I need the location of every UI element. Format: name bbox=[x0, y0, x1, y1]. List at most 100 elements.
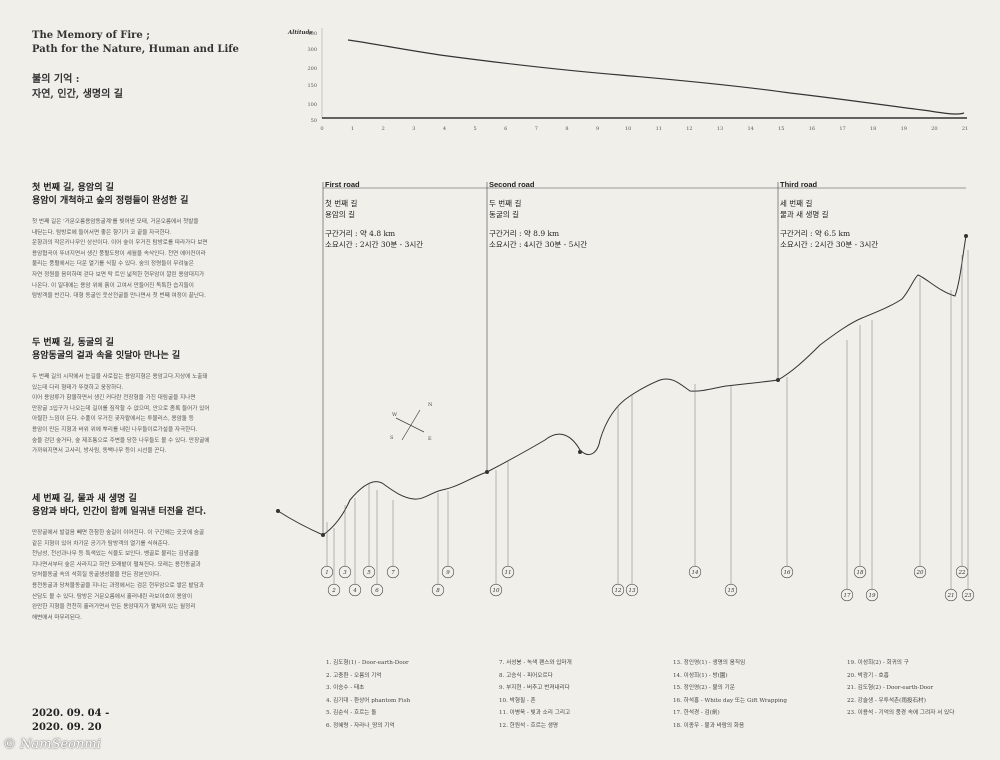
body-line: 있는데 다리 형태가 뚜렷하고 웅장하다. bbox=[32, 384, 124, 391]
marker-number: 7 bbox=[391, 570, 395, 576]
road-name-sub: 동굴의 길 bbox=[489, 210, 519, 219]
x-tick: 14 bbox=[748, 126, 754, 132]
title-en-line2: Path for the Nature, Human and Life bbox=[32, 44, 239, 55]
marker-number: 12 bbox=[615, 588, 622, 594]
marker-number: 17 bbox=[844, 593, 851, 599]
road-label: Second road bbox=[489, 180, 535, 189]
body-line: 두 번째 길의 시작에서 눈길을 사로잡는 용암지형은 용암고다.지상에 노출돼 bbox=[32, 374, 208, 380]
compass-s: S bbox=[390, 435, 394, 441]
x-tick: 11 bbox=[656, 126, 662, 132]
road-distance: 구간거리 : 약 8.9 km bbox=[489, 229, 560, 238]
legend-column-1: 1. 김도형(1) - Door-earth-Door 2. 고충환 - 오름의… bbox=[326, 657, 494, 733]
marker-number: 2 bbox=[331, 588, 336, 594]
compass-w: W bbox=[392, 412, 398, 418]
x-tick: 18 bbox=[870, 126, 876, 132]
marker-number: 19 bbox=[869, 593, 876, 599]
legend-item: 14. 이성희(1) - 방(園) bbox=[673, 672, 728, 679]
route-dot bbox=[578, 450, 582, 454]
legend-item: 8. 고승식 - 피어오르다 bbox=[499, 672, 553, 679]
body-line: 만장굴 3입구가 나오는데 길이를 짐작할 수 없으며, 안으로 좀록 들어가 … bbox=[32, 405, 210, 412]
marker-circle bbox=[320, 565, 334, 579]
legend-item: 12. 한원석 - 흐르는 생명 bbox=[499, 722, 559, 729]
legend-column-4: 19. 이성희(2) - 회귀의 구 20. 박광기 - 호흡 21. 김도형(… bbox=[847, 657, 995, 720]
route-path bbox=[277, 235, 967, 536]
road-name: 첫 번째 길 bbox=[325, 199, 358, 208]
title-korean: 불의 기억 : 자연, 인간, 생명의 길 bbox=[32, 72, 252, 102]
marker-circle bbox=[441, 565, 455, 579]
section-body: 두 번째 길의 시작에서 눈길을 사로잡는 용암지형은 용암고다.지상에 노출돼… bbox=[32, 372, 264, 457]
road-time: 소요시간 : 2시간 30분 - 3시간 bbox=[325, 240, 424, 249]
x-tick: 10 bbox=[625, 126, 631, 132]
road-name-sub: 용암의 길 bbox=[325, 210, 355, 219]
watermark: © NamSeonmi bbox=[3, 737, 101, 752]
x-tick: 2 bbox=[382, 126, 385, 132]
section-body: 만장굴에서 발걸음 빼면 한참한 숲길이 이어진다. 이 구간에는 곳곳에 숨골… bbox=[32, 528, 264, 623]
marker-number: 9 bbox=[446, 570, 450, 576]
marker-circle bbox=[338, 565, 352, 579]
legend-item: 1. 김도형(1) - Door-earth-Door bbox=[326, 660, 409, 666]
marker-circle bbox=[944, 588, 958, 602]
body-line: 나온다. 이 일대에는 용암 위에 흙이 고여서 만들어진 독특한 습지들이 bbox=[32, 282, 194, 289]
body-line: 만장굴에서 발걸음 빼면 한참한 숲길이 이어진다. 이 구간에는 곳곳에 숨골 bbox=[32, 530, 205, 536]
y-tick: 200 bbox=[307, 66, 317, 72]
road-distance: 구간거리 : 약 4.8 km bbox=[325, 229, 396, 238]
legend-item: 5. 김순식 - 흐르는 돌 bbox=[326, 710, 377, 717]
marker-circle bbox=[348, 583, 362, 597]
compass-n: N bbox=[428, 402, 433, 408]
y-tick: 150 bbox=[307, 83, 317, 89]
road-time: 소요시간 : 2시간 30분 - 3시간 bbox=[780, 240, 879, 249]
legend-column-3: 13. 정인영(1) - 생명의 움직임 14. 이성희(1) - 방(園) 1… bbox=[673, 657, 841, 733]
body-line: 가까워지면서 고사리, 방사림, 동백나무 등이 시선을 끈다. bbox=[32, 448, 167, 455]
marker-circle bbox=[362, 565, 376, 579]
marker-number: 18 bbox=[857, 570, 864, 576]
x-tick: 20 bbox=[931, 126, 937, 132]
body-line: 지나면서부터 숲은 사라지고 하얀 모래밭이 펼쳐진다. 모래는 용천동굴과 bbox=[32, 561, 201, 568]
title-ko-line1: 불의 기억 : bbox=[32, 74, 80, 85]
route-dot bbox=[321, 533, 325, 537]
y-tick: 400 bbox=[307, 31, 317, 37]
marker-circle bbox=[780, 565, 794, 579]
altitude-label: Altitude bbox=[287, 30, 313, 36]
body-line: 아찔한 느낌이 든다. 수풀이 우거진 곶자왈에서는 투물러스, 용암돌 등 bbox=[32, 416, 194, 423]
section-subheading: 용암동굴의 겉과 속을 잇달아 만나는 길 bbox=[32, 351, 181, 361]
compass-icon bbox=[395, 409, 425, 441]
legend-item: 11. 이병욱 - 빛과 소리 그리고 bbox=[499, 710, 571, 717]
marker-number: 6 bbox=[375, 588, 379, 594]
marker-circle bbox=[386, 565, 400, 579]
road-time: 소요시간 : 4시간 30분 - 5시간 bbox=[489, 240, 588, 249]
road-name-sub: 물과 새 생명 길 bbox=[780, 210, 829, 219]
marker-number: 1 bbox=[325, 570, 329, 576]
x-tick: 16 bbox=[809, 126, 815, 132]
x-tick: 1 bbox=[351, 126, 354, 132]
section-first-road: 첫 번째 길, 용암의 길 용암이 개척하고 숲의 정령들이 완성한 길 첫 번… bbox=[32, 182, 264, 302]
marker-circle bbox=[688, 565, 702, 579]
marker-number: 16 bbox=[784, 570, 791, 576]
legend-item: 9. 부지현 - 버추고 번져내리다 bbox=[499, 685, 570, 692]
road-name: 두 번째 길 bbox=[489, 199, 522, 208]
legend-item: 2. 고충환 - 오름의 기억 bbox=[326, 672, 382, 679]
x-tick: 8 bbox=[565, 126, 568, 132]
body-line: 운향과의 작은키나무인 상산이다. 이어 숲이 우거진 탐방로를 따라가다 보면 bbox=[32, 240, 208, 247]
road-name: 세 번째 길 bbox=[780, 199, 813, 208]
body-line: 자연 정원을 음미하며 걷다 보면 탁 트인 넓적한 현무암이 깔린 용암대지가 bbox=[32, 271, 205, 278]
x-tick: 6 bbox=[504, 126, 507, 132]
x-tick: 3 bbox=[412, 126, 415, 132]
x-tick: 21 bbox=[962, 126, 968, 132]
marker-number: 4 bbox=[352, 588, 357, 594]
marker-number: 15 bbox=[728, 588, 735, 594]
marker-circle bbox=[913, 565, 927, 579]
x-tick: 17 bbox=[839, 126, 845, 132]
legend-item: 3. 이승수 - 태초 bbox=[326, 685, 365, 692]
marker-circle bbox=[724, 583, 738, 597]
legend-item: 7. 서성봉 - 녹색 팬스와 입마개 bbox=[499, 660, 572, 666]
x-tick: 4 bbox=[443, 126, 446, 132]
marker-circle bbox=[961, 588, 975, 602]
body-line: 산담도 볼 수 있다. 탐방은 거문오름에서 흘러내린 라보이호이 용암이 bbox=[32, 593, 193, 600]
marker-number: 21 bbox=[947, 593, 955, 599]
section-second-road: 두 번째 길, 동굴의 길 용암동굴의 겉과 속을 잇달아 만나는 길 두 번째… bbox=[32, 337, 264, 457]
section-heading: 첫 번째 길, 용암의 길 bbox=[32, 183, 114, 193]
marker-circle bbox=[625, 583, 639, 597]
section-third-road: 세 번째 길, 물과 새 생명 길 용암과 바다, 인간이 함께 일궈낸 터전을… bbox=[32, 493, 264, 623]
legend-item: 21. 김도형(2) - Door-earth-Door bbox=[847, 685, 934, 692]
